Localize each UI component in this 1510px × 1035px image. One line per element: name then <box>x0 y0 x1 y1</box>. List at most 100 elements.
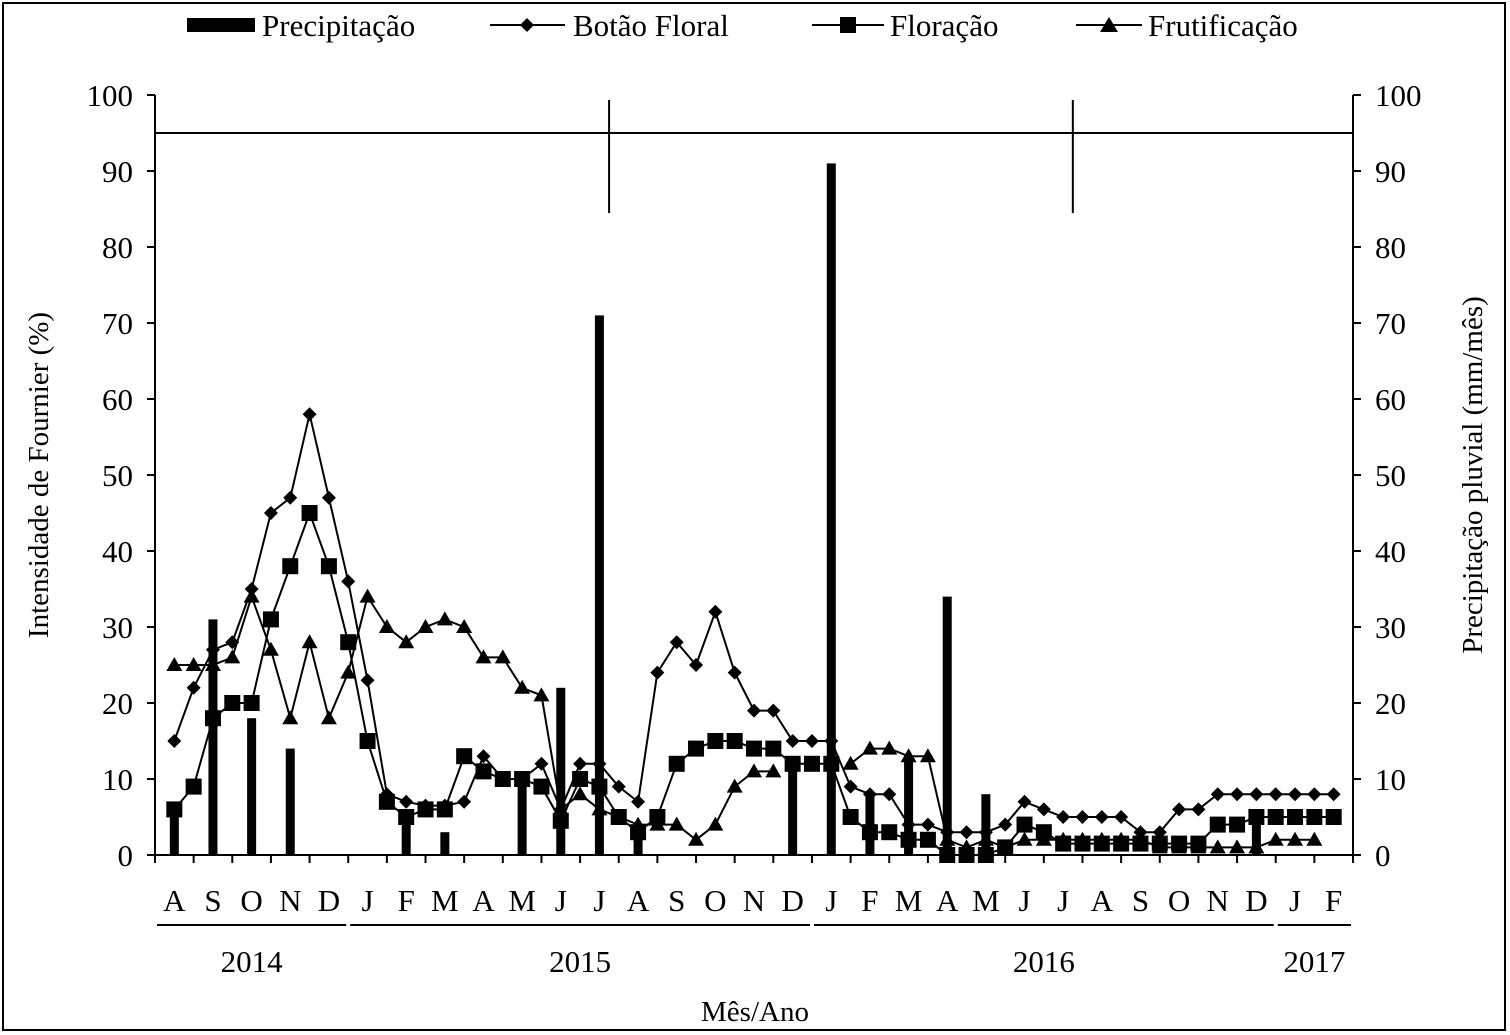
botao-floral-point <box>418 798 433 813</box>
x-tick-label: N <box>743 883 765 918</box>
frutificacao-point <box>475 649 492 664</box>
botao-floral-point <box>186 680 201 695</box>
botao-floral-point <box>1017 794 1032 809</box>
botao-floral-point <box>708 604 723 619</box>
y-tick-label-right: 60 <box>1375 382 1406 417</box>
floracao-point <box>1055 835 1072 852</box>
frutificacao-point <box>842 755 859 770</box>
precipitation-bar <box>633 839 643 855</box>
floracao-line <box>173 510 1334 856</box>
x-tick-label: A <box>936 883 959 918</box>
y-tick-label-right: 50 <box>1375 458 1406 493</box>
frutificacao-point <box>1248 839 1265 854</box>
floracao-point <box>1171 835 1188 852</box>
botao-floral-point <box>1133 825 1148 840</box>
x-tick-label: N <box>279 883 301 918</box>
frutificacao-point <box>456 619 473 633</box>
botao-floral-point <box>476 749 491 764</box>
botao-floral-point <box>824 734 839 748</box>
botao-floral-point <box>766 703 781 718</box>
frutificacao-point <box>919 748 936 763</box>
botao-floral-point <box>399 794 414 809</box>
y-tick-label-left: 10 <box>102 762 133 797</box>
floracao-point <box>282 558 299 575</box>
x-tick-label: O <box>240 883 262 918</box>
precipitation-bar <box>285 748 295 855</box>
y-tick-label-right: 30 <box>1375 610 1406 645</box>
botao-floral-point <box>1210 787 1225 802</box>
precipitation-bar <box>247 718 257 855</box>
x-tick-label: O <box>704 883 726 918</box>
floracao-point <box>1132 835 1149 852</box>
botao-floral-point <box>495 772 510 786</box>
botao-floral-point <box>611 779 626 794</box>
floracao-point <box>340 634 357 651</box>
frutificacao-point <box>494 649 511 664</box>
frutificacao-point <box>726 778 743 793</box>
floracao-point <box>552 812 569 829</box>
frutificacao-point <box>359 588 376 603</box>
x-tick-label: D <box>1245 883 1267 918</box>
x-tick-label: J <box>1018 883 1030 918</box>
floracao-point <box>1267 809 1284 825</box>
legend-precipitacao-swatch <box>187 18 255 32</box>
y-tick-label-right: 40 <box>1375 534 1406 569</box>
precipitation-bar <box>788 756 798 855</box>
botao-floral-point <box>940 825 955 840</box>
floracao-point <box>707 733 724 749</box>
floracao-point <box>204 710 221 727</box>
floracao-point <box>649 809 666 825</box>
y-tick-label-right: 90 <box>1375 154 1406 189</box>
y-tick-label-left: 90 <box>102 154 133 189</box>
legend-frutificacao-marker <box>1100 17 1118 32</box>
frutificacao-point <box>166 657 183 671</box>
floracao-point <box>919 831 936 848</box>
floracao-point <box>1287 809 1304 825</box>
frutificacao-point <box>301 634 318 649</box>
frutificacao-point <box>436 611 453 626</box>
x-tick-label: F <box>398 883 415 918</box>
x-tick-label: O <box>1168 883 1190 918</box>
floracao-point <box>320 558 337 575</box>
botao-floral-point <box>225 635 240 650</box>
floracao-point <box>1035 824 1052 841</box>
floracao-point <box>765 740 782 757</box>
floracao-point <box>881 824 898 841</box>
legend-botao-marker <box>520 18 534 32</box>
floracao-point <box>1093 835 1110 852</box>
legend-floracao-label: Floração <box>890 8 998 43</box>
floracao-point <box>1325 809 1342 825</box>
frutificacao-point <box>707 816 724 831</box>
frutificacao-point <box>668 816 685 831</box>
botao-floral-point <box>1307 787 1322 802</box>
x-tick-label: M <box>895 883 923 918</box>
botao-floral-point <box>631 794 646 809</box>
botao-floral-point <box>920 817 935 832</box>
precipitation-bar <box>169 809 179 855</box>
botao-floral-point <box>998 817 1013 832</box>
floracao-point <box>224 695 241 711</box>
frutificacao-point <box>204 657 221 671</box>
y-tick-label-right: 100 <box>1375 78 1422 113</box>
frutificacao-point <box>1267 831 1284 846</box>
y-tick-label-left: 70 <box>102 306 133 341</box>
floracao-point <box>1016 816 1033 833</box>
floracao-point <box>803 755 820 772</box>
botao-floral-point <box>1172 802 1187 817</box>
precipitation-bar <box>517 779 527 855</box>
floracao-point <box>243 695 260 711</box>
botao-floral-point <box>1249 787 1264 802</box>
floracao-point <box>262 611 279 628</box>
legend-floracao-marker <box>840 17 856 33</box>
frutificacao-point <box>224 649 241 664</box>
y-tick-label-right: 70 <box>1375 306 1406 341</box>
botao-floral-point <box>515 772 530 786</box>
x-tick-label: S <box>1132 883 1149 918</box>
frutificacao-point <box>417 619 434 633</box>
floracao-point <box>378 793 395 810</box>
botao-floral-point <box>1056 810 1071 824</box>
precipitation-bar <box>1251 809 1261 855</box>
floracao-point <box>668 755 685 772</box>
floracao-point <box>1190 835 1207 852</box>
